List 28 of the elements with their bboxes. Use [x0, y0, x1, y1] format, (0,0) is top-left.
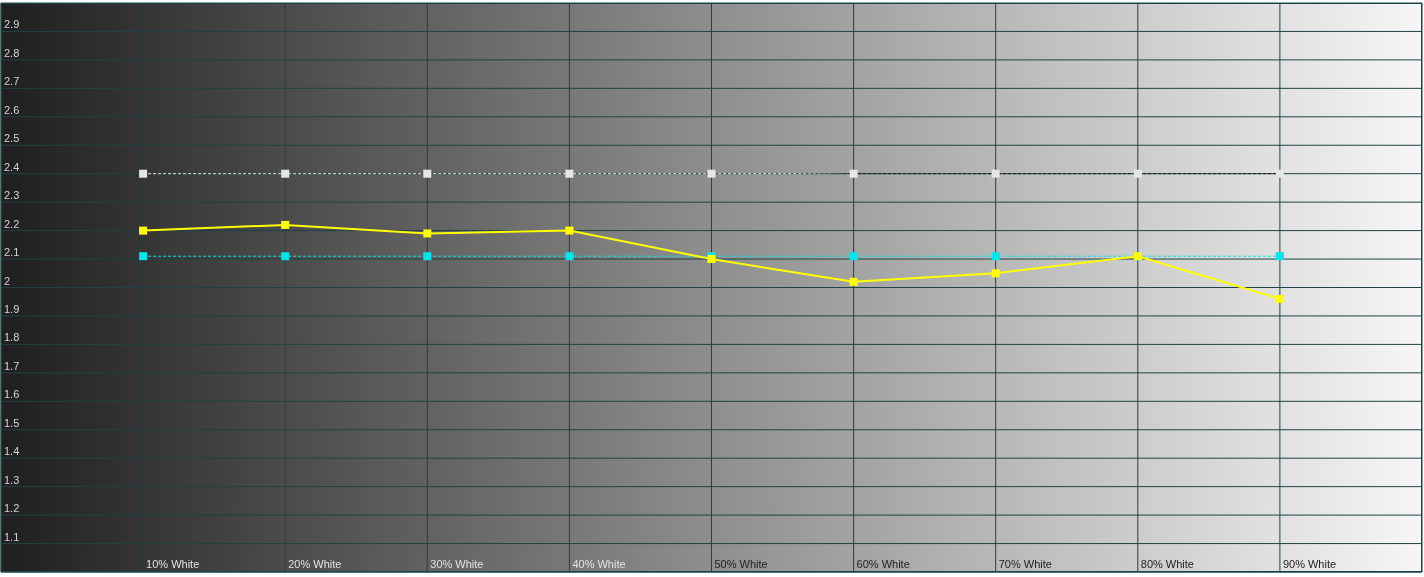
y-tick-label: 2.5 [4, 132, 20, 145]
y-tick-label: 1.9 [4, 302, 20, 315]
x-tick-label: 50% White [714, 558, 768, 570]
x-tick-label: 60% White [856, 558, 910, 570]
y-tick-label: 2.2 [4, 217, 20, 230]
x-tick-label: 80% White [1140, 558, 1194, 570]
y-tick-label: 1.1 [4, 530, 20, 543]
y-tick-label: 2 [4, 274, 11, 287]
x-tick-label: 70% White [998, 558, 1052, 570]
y-tick-label: 1.5 [4, 416, 20, 429]
y-tick-label: 2.9 [4, 18, 20, 31]
y-tick-label: 2.7 [4, 75, 20, 88]
y-tick-label: 2.3 [4, 189, 20, 202]
y-tick-label: 1.8 [4, 331, 20, 344]
x-tick-label: 30% White [430, 558, 484, 570]
y-tick-label: 2.6 [4, 103, 20, 116]
y-tick-label: 1.2 [4, 502, 20, 515]
x-tick-label: 20% White [288, 558, 342, 570]
y-tick-label: 2.4 [4, 160, 20, 173]
x-tick-label: 90% White [1282, 558, 1337, 570]
y-tick-label: 1.3 [4, 473, 20, 486]
y-tick-label: 1.6 [4, 388, 20, 401]
y-tick-label: 1.7 [4, 359, 20, 372]
x-tick-label: 10% White [146, 558, 200, 570]
y-tick-label: 2.1 [4, 246, 20, 259]
y-tick-label: 2.8 [4, 46, 20, 59]
x-tick-label: 40% White [572, 558, 626, 570]
y-tick-label: 1.4 [4, 445, 20, 458]
